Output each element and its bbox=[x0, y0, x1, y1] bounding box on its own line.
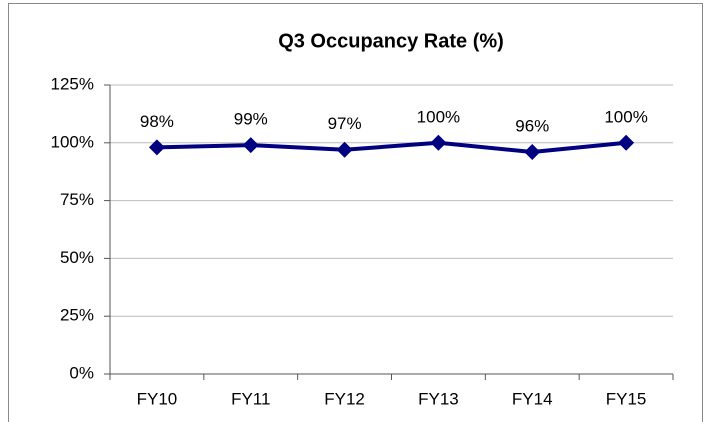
x-tick-label: FY15 bbox=[606, 389, 647, 408]
chart-frame bbox=[8, 3, 703, 422]
data-label: 99% bbox=[234, 110, 268, 129]
y-tick-label: 75% bbox=[60, 190, 94, 209]
y-tick-label: 0% bbox=[69, 363, 94, 382]
data-label: 97% bbox=[328, 114, 362, 133]
marker bbox=[430, 134, 447, 151]
marker bbox=[336, 141, 353, 158]
marker bbox=[618, 134, 635, 151]
x-tick-label: FY13 bbox=[418, 389, 459, 408]
marker bbox=[148, 139, 165, 156]
y-tick-label: 50% bbox=[60, 248, 94, 267]
marker bbox=[524, 144, 541, 161]
marker bbox=[242, 137, 259, 154]
x-tick-label: FY14 bbox=[512, 389, 553, 408]
x-tick-label: FY10 bbox=[137, 389, 178, 408]
data-label: 96% bbox=[515, 117, 549, 136]
data-label: 98% bbox=[140, 112, 174, 131]
y-tick-label: 100% bbox=[51, 132, 94, 151]
line bbox=[156, 140, 627, 155]
y-tick-label: 25% bbox=[60, 306, 94, 325]
data-label: 100% bbox=[604, 107, 647, 126]
x-tick-label: FY12 bbox=[324, 389, 365, 408]
y-tick-label: 125% bbox=[51, 74, 94, 93]
chart-title: Q3 Occupancy Rate (%) bbox=[278, 30, 504, 52]
data-label: 100% bbox=[417, 107, 460, 126]
x-tick-label: FY11 bbox=[231, 389, 270, 408]
